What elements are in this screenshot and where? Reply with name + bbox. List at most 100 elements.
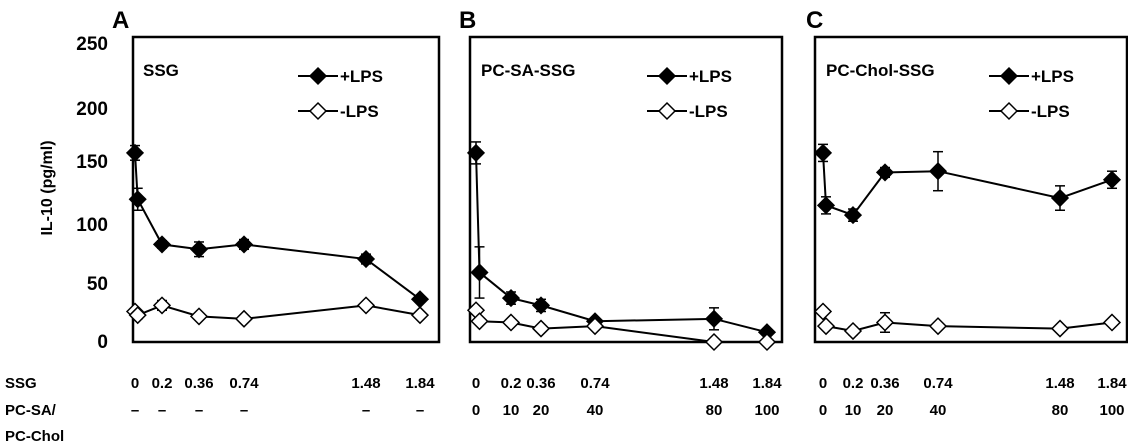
carrier-dose-label: 20 [877,402,894,419]
legend-label-plus-lps: +LPS [340,67,383,86]
data-point-plus-lps [843,206,863,225]
data-point-plus-lps [410,290,430,309]
data-point-minus-lps [189,307,209,326]
panel-label-a: SSG [143,61,179,80]
ssg-dose-label: 1.48 [699,375,728,392]
data-point-plus-lps [928,162,948,181]
data-point-plus-lps [356,249,376,269]
data-point-minus-lps [585,317,605,336]
ssg-dose-label: 0.2 [501,375,522,392]
ssg-dose-label: 0 [131,375,139,392]
carrier-dose-label: – [195,402,203,419]
carrier-dose-label: 0 [472,402,480,419]
y-tick-label: 250 [76,34,108,55]
data-point-minus-lps [816,317,836,336]
series-line-minus-lps [134,304,421,320]
legend-b: +LPS -LPS [647,66,732,121]
series-line-plus-lps [822,152,1113,217]
data-point-plus-lps [189,240,209,259]
ssg-dose-label: 1.84 [1097,375,1127,392]
data-point-minus-lps [470,312,489,331]
ssg-dose-label: 1.84 [405,375,435,392]
ssg-dose-label: 0.36 [526,375,555,392]
panel-letter-a: A [112,7,129,34]
row-label-carrier-line: PC-Chol [5,428,64,445]
panel-letter-b: B [459,7,476,34]
data-point-minus-lps [356,296,376,315]
legend-label-minus-lps: -LPS [340,102,379,121]
ssg-dose-label: 1.84 [752,375,782,392]
data-point-minus-lps [843,321,863,341]
plot-frame-c [813,35,1128,344]
y-axis-label: IL-10 (pg/ml) [39,140,56,235]
panel-a: A SSG +LPS -LPS [112,7,441,344]
data-point-plus-lps [152,235,172,254]
data-point-minus-lps [234,309,254,328]
panel-label-b: PC-SA-SSG [481,61,575,80]
y-tick-label: 100 [76,215,108,236]
data-point-minus-lps [1102,313,1122,332]
ssg-dose-label: 0.2 [843,375,864,392]
legend-label-plus-lps: +LPS [1031,67,1074,86]
data-point-minus-lps [152,296,172,315]
y-tick-label: 0 [97,332,108,353]
legend-marker-plus-lps [308,66,328,86]
data-point-plus-lps [531,296,551,315]
data-point-minus-lps [501,313,521,332]
data-marks-a [125,143,430,328]
carrier-dose-label: 10 [503,402,520,419]
data-point-plus-lps [1102,170,1122,189]
ssg-dose-label: 0 [472,375,480,392]
panel-letter-c: C [806,7,823,34]
dose-table-values: 0 0.2 0.36 0.74 1.48 1.84– – – – – –0 0.2 0.36 0.74 1.… [131,375,1127,419]
carrier-dose-label: – [131,402,139,419]
y-tick-labels: 250 200 150 100 50 0 [76,34,108,353]
ssg-dose-label: 0.36 [184,375,213,392]
carrier-dose-label: 100 [754,402,779,419]
data-point-plus-lps [234,235,254,254]
panel-label-c: PC-Chol-SSG [826,61,935,80]
series-line-minus-lps [822,311,1113,333]
legend-label-minus-lps: -LPS [689,102,728,121]
legend-c: +LPS -LPS [989,66,1074,121]
data-point-minus-lps [128,306,147,325]
data-marks-b [466,141,777,352]
ssg-dose-label: 0.36 [870,375,899,392]
carrier-dose-label: 40 [930,402,947,419]
plot-frame-b [468,35,784,344]
ssg-dose-label: 0.2 [152,375,173,392]
data-point-plus-lps [813,143,833,162]
carrier-dose-label: – [158,402,166,419]
row-label-carrier: PC-SA/ PC-Chol [5,402,64,445]
legend-marker-minus-lps [999,101,1019,121]
carrier-dose-label: – [362,402,370,419]
carrier-dose-label: 40 [587,402,604,419]
ssg-dose-label: 0.74 [580,375,610,392]
row-label-carrier-line: PC-SA/ [5,402,57,419]
y-tick-label: 200 [76,99,108,120]
data-point-plus-lps [470,263,489,282]
data-point-plus-lps [875,163,895,182]
legend-marker-minus-lps [308,101,328,121]
ssg-dose-label: 1.48 [351,375,380,392]
carrier-dose-label: 80 [1052,402,1069,419]
legend-a: +LPS -LPS [298,66,383,121]
legend-marker-plus-lps [999,66,1019,86]
data-point-minus-lps [875,313,895,332]
legend-label-minus-lps: -LPS [1031,102,1070,121]
panel-c: C PC-Chol-SSG +LPS -LPS [806,7,1128,344]
data-point-minus-lps [410,306,430,325]
carrier-dose-label: 10 [845,402,862,419]
legend-marker-minus-lps [657,101,677,121]
data-point-minus-lps [704,332,724,352]
row-label-ssg: SSG [5,375,37,392]
data-point-minus-lps [757,332,777,352]
data-point-minus-lps [531,319,551,338]
legend-marker-plus-lps [657,66,677,86]
series-line-minus-lps [475,309,767,343]
series-line-plus-lps [134,152,421,301]
data-point-minus-lps [928,317,948,336]
data-point-minus-lps [813,302,833,321]
series-line-plus-lps [475,152,768,334]
data-point-minus-lps [1050,319,1070,338]
